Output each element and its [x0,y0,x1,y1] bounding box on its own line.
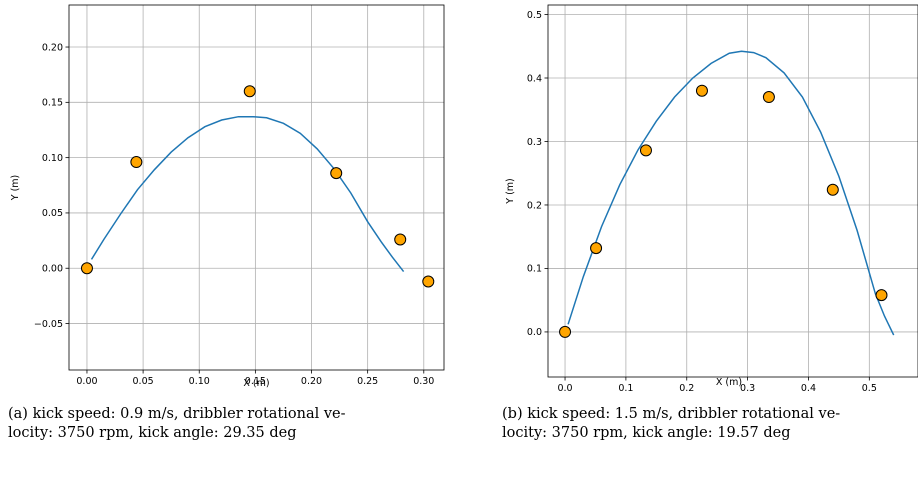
plot-a: 0.00 0.05 0.10 0.15 0.20 0.25 0.30 −0.05 0.00 0.0… [10,4,445,389]
x-tick-label: 0.0 [557,383,572,394]
caption-a: (a) kick speed: 0.9 m/s, dribbler rotati… [8,405,346,443]
y-tick-label: 0.05 [42,208,63,219]
x-tick-label: 0.25 [357,376,378,387]
y-tick-label: 0.4 [527,73,542,84]
x-tick-label: 0.30 [413,376,434,387]
x-tick-label: 0.05 [133,376,154,387]
y-tick-label: 0.20 [42,42,63,53]
plot-b: 0.0 0.1 0.2 0.3 0.4 0.5 0.0 0.1 0.2 0.3 0.4 0.5 X (m… [505,4,918,394]
plot-frame [547,4,918,378]
x-tick-label: 0.2 [679,383,694,394]
x-tick-label: 0.10 [189,376,210,387]
y-tick-label: −0.05 [34,319,63,330]
data-point [590,242,603,255]
data-point [826,183,839,196]
data-point [559,325,572,338]
fit-curve [567,50,895,336]
data-point [762,91,775,104]
y-tick-label: 0.2 [527,200,542,211]
data-point [422,275,435,288]
data-point [394,233,407,246]
caption-b-line-2: locity: 3750 rpm, kick angle: 19.57 deg [502,425,791,441]
y-tick-label: 0.0 [527,327,542,338]
caption-a-line-2: locity: 3750 rpm, kick angle: 29.35 deg [8,425,297,441]
y-tick-label: 0.15 [42,98,63,109]
x-axis-label: X (m) [716,377,742,388]
x-tick-label: 0.5 [862,383,877,394]
y-tick-label: 0.00 [42,264,63,275]
fit-curve [90,115,405,273]
data-point [330,167,343,180]
data-point [130,156,143,169]
x-tick-label: 0.1 [618,383,633,394]
x-tick-label: 0.3 [740,383,755,394]
y-tick-label: 0.1 [527,264,542,275]
x-axis-label: X (m) [243,378,269,389]
x-tick-label: 0.4 [801,383,816,394]
caption-b: (b) kick speed: 1.5 m/s, dribbler rotati… [502,405,840,443]
y-axis-label: Y (m) [10,175,21,202]
data-point [875,289,888,302]
x-tick-label: 0.00 [76,376,97,387]
data-point [80,262,93,275]
x-tick-label: 0.15 [245,376,266,387]
y-tick-label: 0.10 [42,153,63,164]
data-point [695,84,708,97]
y-tick-label: 0.3 [527,137,542,148]
caption-b-line-1: (b) kick speed: 1.5 m/s, dribbler rotati… [502,406,841,422]
data-point [243,85,256,98]
caption-a-line-1: (a) kick speed: 0.9 m/s, dribbler rotati… [8,406,346,422]
x-tick-label: 0.20 [301,376,322,387]
y-tick-label: 0.5 [527,10,542,21]
y-axis-label: Y (m) [505,178,516,205]
plot-frame [68,4,445,371]
data-point [639,144,652,157]
